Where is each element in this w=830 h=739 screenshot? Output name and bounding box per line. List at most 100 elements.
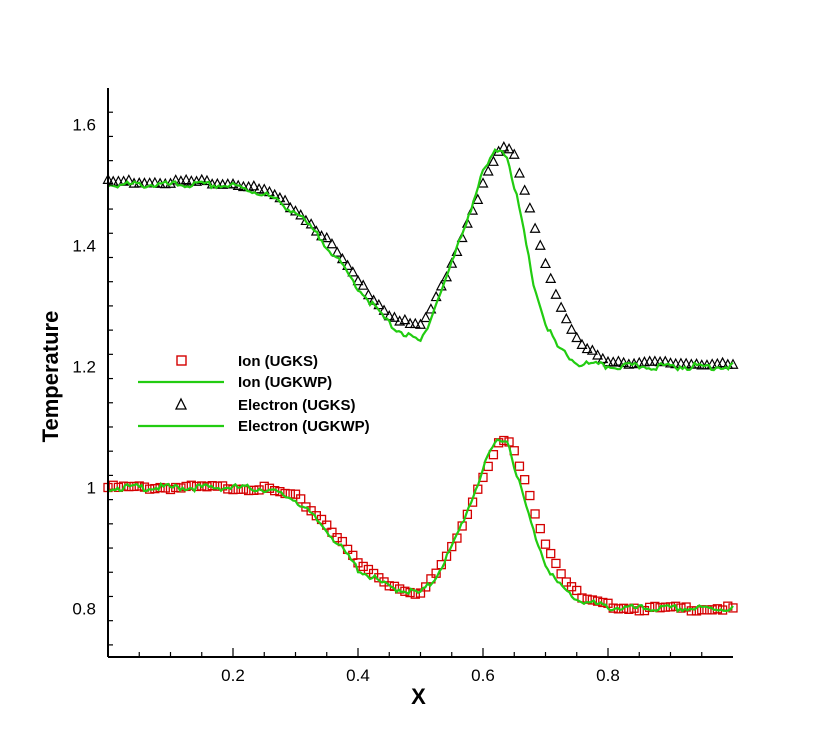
plot-data-layer [102, 141, 739, 616]
data-point-triangle [404, 317, 416, 329]
series-line [107, 147, 734, 372]
data-point-square [728, 603, 738, 613]
data-point-triangle [487, 155, 499, 166]
legend-item: Ion (UGKWP) [138, 374, 332, 391]
series-line [107, 438, 734, 614]
x-axis-title: X [411, 684, 426, 709]
data-point-square [176, 483, 186, 493]
data-point-square [259, 481, 269, 491]
data-point-square [415, 588, 426, 598]
data-point-triangle [420, 311, 432, 323]
data-point-square [441, 551, 452, 561]
data-point-square [530, 509, 540, 519]
data-point-square [264, 483, 275, 493]
data-point-triangle [185, 175, 197, 186]
x-tick-label: 0.6 [471, 666, 495, 685]
data-point-square [421, 582, 431, 592]
data-point-square [535, 523, 545, 534]
series-electron-ugks [102, 141, 739, 370]
data-point-square [275, 486, 285, 497]
data-point-triangle [477, 177, 489, 188]
x-tick-label: 0.4 [346, 666, 370, 685]
data-point-triangle [592, 349, 604, 360]
data-point-triangle [326, 237, 338, 249]
data-point-triangle [566, 323, 578, 334]
legend-label: Electron (UGKS) [238, 397, 356, 414]
data-point-triangle [415, 318, 426, 329]
legend-square-marker [176, 355, 187, 366]
data-point-triangle [409, 317, 421, 329]
data-point-triangle [446, 257, 458, 268]
data-point-square [645, 602, 655, 613]
series-ion-ugkwp [107, 438, 734, 614]
y-tick-label: 1 [87, 479, 96, 498]
data-point-triangle [425, 303, 437, 314]
data-point-triangle [649, 355, 661, 366]
data-point-triangle [279, 194, 291, 205]
data-point-triangle [248, 180, 260, 191]
data-point-triangle [529, 222, 541, 233]
data-point-square [488, 450, 499, 460]
data-point-square [113, 482, 124, 493]
legend-label: Ion (UGKWP) [238, 374, 332, 391]
data-point-square [290, 489, 301, 499]
data-point-triangle [513, 167, 525, 178]
axes [107, 88, 733, 658]
data-point-square [587, 595, 598, 605]
y-axis-title: Temperature [38, 311, 63, 443]
x-tick-label: 0.2 [221, 666, 245, 685]
y-tick-label: 1.4 [72, 236, 96, 255]
data-point-triangle [644, 355, 656, 366]
data-point-square [561, 577, 571, 587]
data-point-triangle [399, 313, 411, 325]
data-point-square [447, 541, 457, 552]
legend-label: Electron (UGKWP) [238, 418, 370, 435]
data-point-square [134, 481, 144, 491]
data-point-square [296, 494, 306, 504]
data-point-square [358, 561, 368, 572]
series-electron-ugkwp [107, 147, 734, 372]
data-point-triangle [472, 193, 484, 204]
y-tick-label: 0.8 [72, 600, 96, 619]
data-point-square [525, 490, 535, 501]
data-point-triangle [503, 142, 515, 154]
data-point-triangle [576, 338, 588, 349]
data-point-square [540, 539, 551, 549]
data-point-triangle [508, 148, 520, 159]
y-tick-label: 1.6 [72, 115, 96, 134]
data-point-square [212, 481, 223, 491]
data-point-triangle [717, 356, 729, 368]
data-point-triangle [357, 279, 369, 290]
data-point-triangle [524, 202, 536, 213]
data-point-square [665, 602, 676, 612]
data-point-square [478, 472, 488, 483]
legend-item: Electron (UGKS) [174, 397, 356, 414]
data-point-triangle [321, 231, 333, 243]
data-point-square [639, 605, 650, 616]
data-point-square [655, 603, 665, 613]
data-point-triangle [352, 274, 364, 286]
data-point-triangle [347, 266, 359, 277]
data-point-square [572, 585, 582, 596]
x-tick-label: 0.8 [596, 666, 620, 685]
legend-triangle-marker [174, 397, 188, 410]
data-point-triangle [331, 246, 343, 257]
data-point-triangle [560, 312, 572, 324]
legend: Ion (UGKS) Ion (UGKWP) Electron (UGKS) Elec… [138, 353, 370, 435]
data-point-triangle [550, 288, 562, 299]
data-point-triangle [196, 173, 208, 185]
data-point-triangle [618, 356, 630, 368]
data-point-triangle [388, 311, 400, 322]
data-point-triangle [540, 257, 551, 269]
data-point-triangle [545, 272, 557, 283]
data-point-triangle [571, 331, 583, 343]
data-point-triangle [534, 239, 546, 250]
data-point-triangle [362, 288, 374, 300]
data-point-square [551, 558, 561, 569]
data-point-square [520, 475, 530, 485]
data-point-square [306, 506, 316, 516]
data-point-triangle [342, 259, 354, 270]
data-point-triangle [461, 217, 473, 228]
data-point-triangle [519, 184, 531, 195]
